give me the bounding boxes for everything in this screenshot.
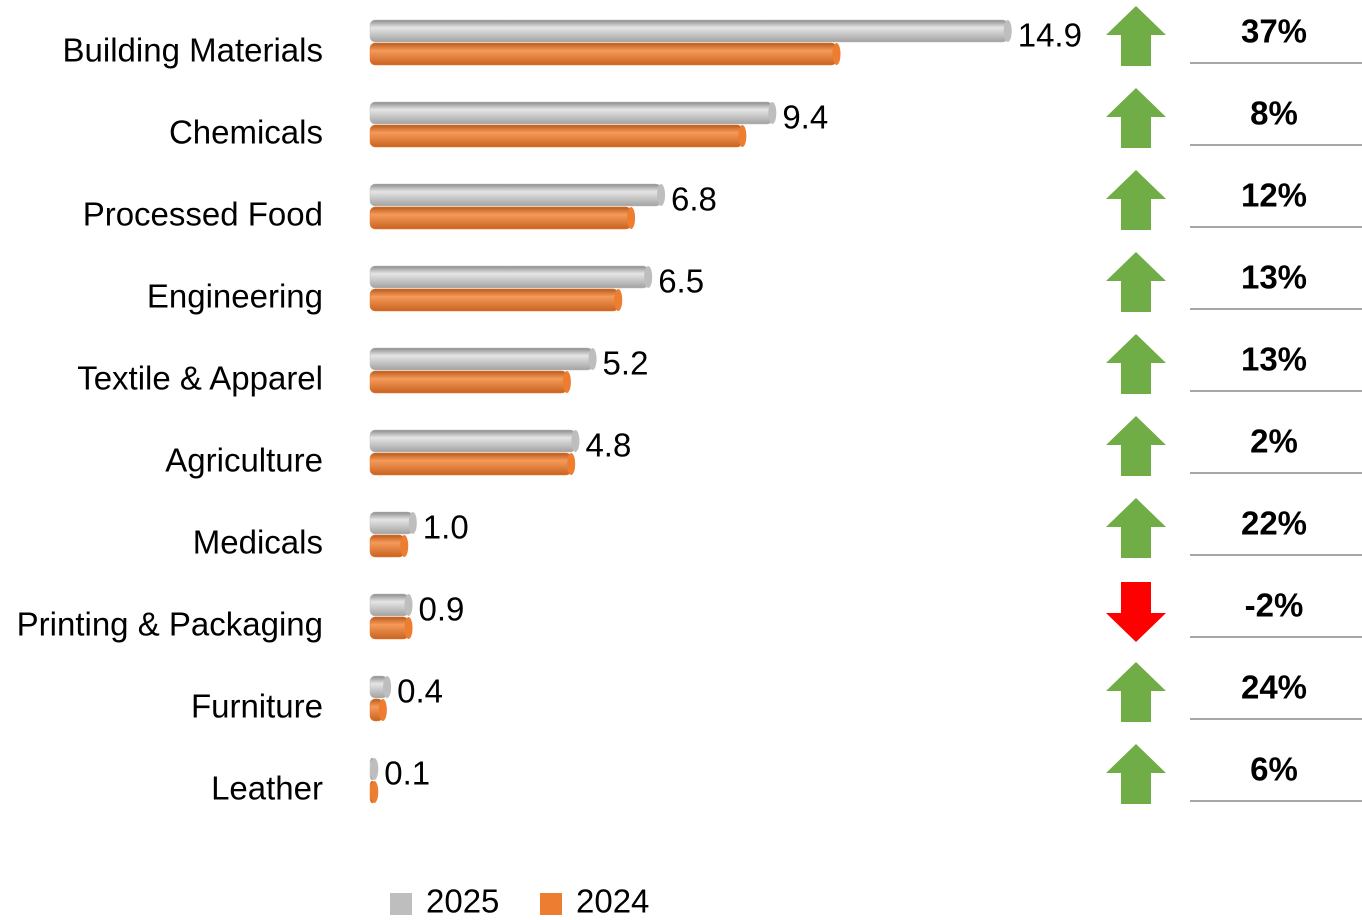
growth-box xyxy=(1188,498,1362,554)
bar-cap xyxy=(657,184,666,206)
bar-cap xyxy=(588,348,597,370)
bar xyxy=(369,511,414,535)
growth-label: 13% xyxy=(1241,259,1307,296)
bar xyxy=(369,429,576,453)
growth-box xyxy=(1188,744,1362,800)
bar-cap xyxy=(1003,20,1012,42)
growth-arrow xyxy=(1106,662,1166,722)
growth-arrow xyxy=(1106,334,1166,394)
growth-label: 24% xyxy=(1241,669,1307,706)
bar xyxy=(369,534,405,558)
value-label: 9.4 xyxy=(782,99,828,136)
growth-label: 2% xyxy=(1250,423,1298,460)
bar-cap xyxy=(738,125,747,147)
growth-arrow xyxy=(1106,498,1166,558)
bar xyxy=(369,42,837,66)
bar xyxy=(369,183,662,207)
value-label: 0.9 xyxy=(419,591,465,628)
bar-cap xyxy=(562,371,571,393)
bar xyxy=(369,265,649,289)
value-label: 1.0 xyxy=(423,509,469,546)
growth-box xyxy=(1188,580,1362,636)
bar-cap xyxy=(408,512,417,534)
category-label: Engineering xyxy=(147,278,323,315)
growth-box xyxy=(1188,662,1362,718)
growth-label: -2% xyxy=(1245,587,1304,624)
growth-box xyxy=(1188,252,1362,308)
bar-cap xyxy=(404,617,413,639)
bar-cap xyxy=(627,207,636,229)
growth-arrow xyxy=(1106,170,1166,230)
bar xyxy=(369,124,743,148)
category-label: Building Materials xyxy=(63,32,323,69)
bar xyxy=(369,206,632,230)
value-label: 6.5 xyxy=(658,263,704,300)
category-label: Processed Food xyxy=(83,196,323,233)
growth-arrow xyxy=(1106,416,1166,476)
growth-box xyxy=(1188,334,1362,390)
value-label: 0.4 xyxy=(397,673,443,710)
bar-cap xyxy=(571,430,580,452)
bar-cap xyxy=(400,535,409,557)
bar xyxy=(369,616,409,640)
category-label: Agriculture xyxy=(165,442,323,479)
value-label: 6.8 xyxy=(671,181,717,218)
value-label: 0.1 xyxy=(384,755,430,792)
legend-swatch xyxy=(390,893,412,915)
growth-label: 6% xyxy=(1250,751,1298,788)
value-label: 4.8 xyxy=(585,427,631,464)
legend-label: 2025 xyxy=(426,883,499,920)
bar xyxy=(369,288,619,312)
category-label: Medicals xyxy=(193,524,323,561)
growth-label: 22% xyxy=(1241,505,1307,542)
growth-box xyxy=(1188,416,1362,472)
bar xyxy=(369,593,409,617)
growth-label: 12% xyxy=(1241,177,1307,214)
growth-arrow xyxy=(1106,744,1166,804)
legend-swatch xyxy=(540,893,562,915)
bar-cap xyxy=(370,781,379,803)
legend-label: 2024 xyxy=(576,883,649,920)
value-label: 5.2 xyxy=(603,345,649,382)
bar-cap xyxy=(404,594,413,616)
growth-arrow xyxy=(1106,582,1166,642)
bar-cap xyxy=(768,102,777,124)
bar-cap xyxy=(370,758,379,780)
bar xyxy=(369,19,1008,43)
growth-arrow xyxy=(1106,252,1166,312)
growth-box xyxy=(1188,6,1362,62)
growth-arrow xyxy=(1106,6,1166,66)
bar xyxy=(369,347,593,371)
category-label: Printing & Packaging xyxy=(17,606,323,643)
growth-label: 13% xyxy=(1241,341,1307,378)
bar xyxy=(369,101,773,125)
bar-cap xyxy=(832,43,841,65)
bar-cap xyxy=(567,453,576,475)
growth-label: 37% xyxy=(1241,13,1307,50)
growth-box xyxy=(1188,88,1362,144)
bar-cap xyxy=(614,289,623,311)
category-label: Furniture xyxy=(191,688,323,725)
growth-box xyxy=(1188,170,1362,226)
growth-arrow xyxy=(1106,88,1166,148)
bar-cap xyxy=(383,676,392,698)
bar-cap xyxy=(644,266,653,288)
category-label: Textile & Apparel xyxy=(77,360,323,397)
growth-label: 8% xyxy=(1250,95,1298,132)
value-label: 14.9 xyxy=(1018,17,1082,54)
bar xyxy=(369,370,568,394)
bar-cap xyxy=(378,699,387,721)
bar xyxy=(369,452,572,476)
category-label: Leather xyxy=(211,770,323,807)
category-label: Chemicals xyxy=(169,114,323,151)
